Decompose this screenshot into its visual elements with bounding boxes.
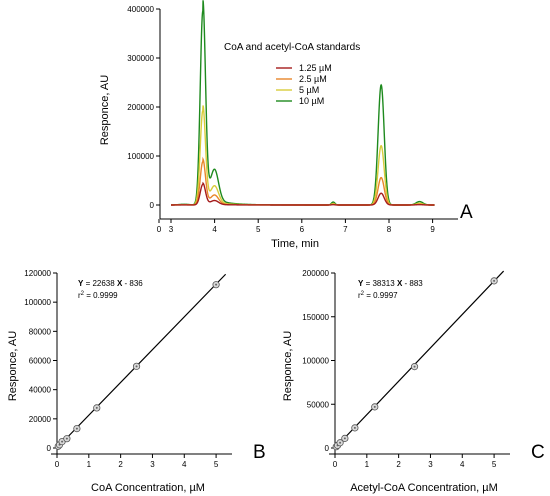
x-tick-label: 3 — [428, 460, 433, 469]
data-point-center — [493, 279, 496, 282]
r-squared: r2 = 0.9997 — [358, 291, 398, 300]
x-axis-label: Acetyl-CoA Concentration, µM — [350, 482, 498, 494]
x-axis-label: Time, min — [271, 238, 319, 250]
x-tick-label: 0 — [55, 460, 60, 469]
regression-equation: Y = 22638 X - 836 — [78, 279, 143, 288]
y-tick-label: 80000 — [29, 327, 52, 336]
regression-line — [56, 273, 227, 449]
panel-label: B — [253, 442, 266, 463]
legend-label: 2.5 µM — [299, 74, 327, 84]
x-tick-label: 6 — [300, 225, 305, 234]
x-tick-label: 5 — [214, 460, 219, 469]
panel-label: A — [460, 202, 473, 223]
regression-equation: Y = 38313 X - 883 — [358, 279, 423, 288]
data-point-center — [75, 427, 78, 430]
y-axis-label: Responce, AU — [7, 331, 19, 401]
y-tick-label: 60000 — [29, 357, 52, 366]
legend: CoA and acetyl-CoA standards 1.25 µM2.5 … — [224, 42, 360, 106]
y-axis-label: Responce, AU — [99, 75, 111, 145]
regression-line — [334, 270, 505, 449]
y-tick-label: 20000 — [29, 415, 52, 424]
data-point-center — [339, 441, 342, 444]
x-tick-label: 3 — [150, 460, 155, 469]
x-tick-label: 1 — [87, 460, 92, 469]
y-tick-label: 0 — [325, 444, 330, 453]
chromatogram-traces — [170, 0, 435, 206]
x-tick-label: 3 — [169, 225, 174, 234]
r-squared: r2 = 0.9999 — [78, 291, 118, 300]
legend-label: 1.25 µM — [299, 63, 332, 73]
trace-line — [171, 156, 435, 206]
data-point-center — [353, 426, 356, 429]
y-tick-label: 50000 — [307, 400, 330, 409]
data-point-center — [413, 365, 416, 368]
y-tick-label: 100000 — [302, 357, 329, 366]
data-point-center — [373, 405, 376, 408]
x-tick-label: 2 — [118, 460, 123, 469]
x-tick-label: 4 — [182, 460, 187, 469]
y-tick-label: 0 — [150, 201, 155, 210]
y-tick-label: 200000 — [302, 269, 329, 278]
y-axis-label: Responce, AU — [282, 331, 294, 401]
y-tick-label: 100000 — [127, 152, 154, 161]
y-tick-label: 300000 — [127, 54, 154, 63]
x-tick-label: 0 — [333, 460, 338, 469]
trace-line — [171, 105, 435, 206]
x-tick-label: 2 — [396, 460, 401, 469]
x-tick-label: 1 — [365, 460, 370, 469]
x-axis-label: CoA Concentration, µM — [91, 482, 205, 494]
data-point-center — [215, 283, 218, 286]
x-tick-label: 4 — [212, 225, 217, 234]
y-tick-label: 120000 — [24, 269, 51, 278]
y-tick-label: 200000 — [127, 103, 154, 112]
data-point-center — [95, 406, 98, 409]
data-point-center — [135, 365, 138, 368]
data-point-center — [343, 437, 346, 440]
y-tick-label: 150000 — [302, 313, 329, 322]
data-point-center — [65, 437, 68, 440]
legend-label: 5 µM — [299, 85, 319, 95]
x-tick-label: 4 — [460, 460, 465, 469]
x-tick-label: 8 — [387, 225, 392, 234]
y-tick-label: 40000 — [29, 386, 52, 395]
y-tick-label: 400000 — [127, 5, 154, 14]
legend-title: CoA and acetyl-CoA standards — [224, 42, 360, 53]
acetyl-coa-calibration-panel: 0 50000 100000 150000 200000 0 1 2 3 4 5 Responce,… — [282, 269, 545, 494]
trace-line — [171, 181, 435, 206]
legend-label: 10 µM — [299, 96, 324, 106]
x-tick-label: 7 — [343, 225, 348, 234]
panel-label: C — [531, 442, 545, 463]
x-tick-label: 5 — [492, 460, 497, 469]
x-tick-label: 9 — [430, 225, 435, 234]
y-tick-label: 0 — [47, 444, 52, 453]
x-tick-label: 5 — [256, 225, 261, 234]
y-tick-label: 100000 — [24, 298, 51, 307]
x-tick-label: 0 — [157, 225, 162, 234]
data-point-center — [61, 440, 64, 443]
